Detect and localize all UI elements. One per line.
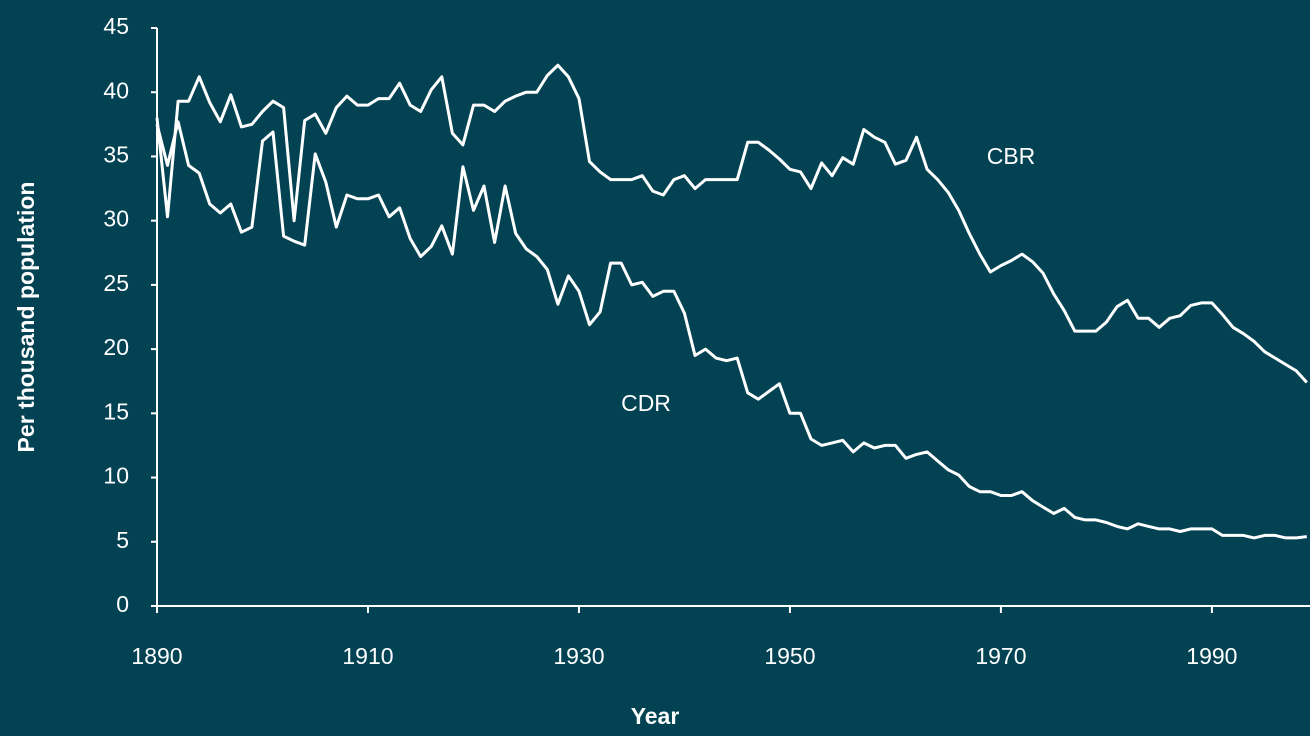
series-label: CBR	[987, 143, 1036, 169]
series-label: CDR	[621, 390, 671, 416]
x-tick-label: 1910	[342, 643, 393, 669]
x-axis-label: Year	[631, 703, 680, 729]
y-tick-label: 20	[103, 334, 129, 360]
series-line	[155, 63, 1308, 384]
x-tick-label: 1890	[131, 643, 182, 669]
x-tick-label: 1950	[764, 643, 815, 669]
y-tick-label: 10	[103, 463, 129, 489]
y-tick-label: 30	[103, 206, 129, 232]
x-tick-label: 1930	[553, 643, 604, 669]
y-tick-label: 45	[103, 13, 129, 39]
y-tick-label: 5	[116, 527, 129, 553]
x-tick-label: 1990	[1186, 643, 1237, 669]
y-tick-label: 0	[116, 591, 129, 617]
y-axis-label: Per thousand population	[13, 182, 39, 453]
y-tick-label: 15	[103, 398, 129, 424]
y-tick-label: 35	[103, 142, 129, 168]
series-line	[155, 120, 1307, 540]
y-tick-label: 40	[103, 77, 129, 103]
x-tick-label: 1970	[975, 643, 1026, 669]
y-tick-label: 25	[103, 270, 129, 296]
